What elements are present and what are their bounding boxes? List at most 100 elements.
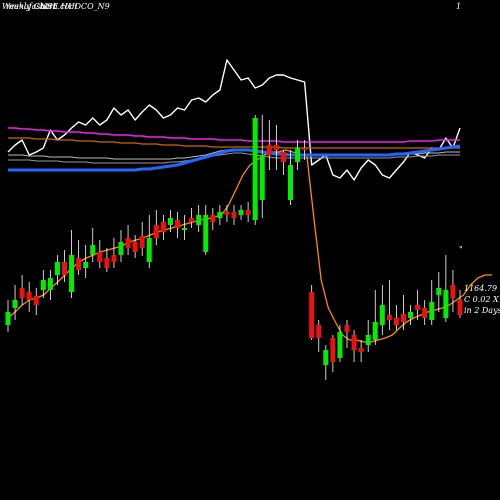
candle-body-down [309, 292, 315, 338]
candle [69, 230, 75, 298]
candle-body-down [316, 325, 322, 338]
candle [104, 248, 110, 272]
candle [280, 150, 286, 175]
candle-body-down [393, 318, 399, 325]
price-label: 1164.79 [464, 284, 497, 293]
candle-body-down [104, 258, 110, 268]
candle-body-up [288, 165, 293, 200]
candle [259, 115, 265, 218]
days-label: in 2 Days [464, 306, 500, 315]
candle [436, 272, 442, 312]
candle-body-up [40, 280, 46, 290]
candle [231, 205, 237, 225]
header-left-text-1: Weekly Chart [2, 2, 57, 11]
candle-body-down [76, 258, 82, 270]
candle [189, 208, 195, 228]
line-magenta [8, 127, 460, 143]
candle [302, 140, 308, 160]
candle-body-up [408, 312, 414, 318]
candle-body-down [415, 305, 421, 310]
candle [90, 228, 96, 262]
candle [62, 250, 67, 282]
candle-body-up [337, 332, 343, 358]
candle [365, 320, 371, 352]
candle-body-up [83, 262, 89, 268]
candle [33, 288, 39, 315]
candle [160, 215, 166, 240]
candle-body-down [175, 220, 180, 228]
candle [330, 335, 336, 372]
candle-body-down [210, 215, 216, 222]
candle [266, 120, 272, 170]
candle-body-up [5, 312, 11, 325]
candle [111, 238, 117, 268]
candle-body-down [358, 348, 364, 352]
candle [182, 215, 188, 240]
header-symbol: NSE HUDCO_N9 [39, 2, 110, 11]
line-darkorange [8, 137, 460, 149]
candle-body-down [266, 145, 272, 155]
candle-body-down [132, 242, 138, 252]
candle [323, 345, 329, 380]
candle-body-down [245, 210, 251, 215]
candle-body-down [273, 145, 279, 150]
candle-body-down [224, 212, 230, 215]
candle-body-down [351, 335, 357, 350]
candle-body-up [203, 215, 209, 252]
candles [5, 115, 463, 380]
candle-body-down [153, 225, 159, 238]
candle [153, 210, 159, 245]
candle-body-up [436, 288, 442, 295]
candle [245, 202, 251, 222]
candle [47, 270, 53, 300]
candle-body-down [344, 325, 350, 332]
candle-body-up [196, 215, 202, 225]
candle-body-down [125, 238, 131, 248]
candle-body-up [217, 212, 223, 218]
candle [415, 290, 421, 320]
annotation-marker: " [459, 245, 463, 254]
candle [97, 240, 103, 268]
candle-body-up [259, 155, 265, 200]
candle [76, 240, 82, 275]
candle [175, 212, 180, 238]
candle-body-down [160, 222, 166, 232]
candle-body-up [167, 218, 173, 225]
candle-body-up [47, 278, 53, 290]
candle [457, 290, 463, 318]
candle [203, 205, 209, 255]
candle [344, 320, 350, 348]
candle [40, 270, 46, 298]
candle [386, 280, 392, 330]
candle-body-down [280, 152, 286, 162]
candle [422, 300, 428, 325]
candle-body-down [231, 212, 237, 218]
candle-body-up [12, 300, 18, 308]
candle [12, 285, 18, 320]
candle-body-up [429, 302, 435, 320]
change-label: C 0.02 X [464, 295, 499, 304]
candle-body-down [422, 308, 428, 318]
candle [118, 230, 124, 262]
candle-body-down [139, 236, 145, 248]
candle [54, 255, 60, 285]
candle-body-up [372, 322, 378, 340]
candle [309, 285, 315, 340]
candle [125, 225, 131, 255]
candle [358, 340, 364, 362]
candle [19, 275, 25, 305]
candle [429, 280, 435, 325]
candle [295, 140, 301, 170]
candle-body-down [97, 252, 103, 262]
candle-body-up [90, 245, 96, 255]
candle-body-down [111, 255, 117, 262]
line-orange [7, 149, 492, 343]
candle-body-up [379, 305, 385, 325]
candle-body-down [302, 148, 308, 150]
candle [273, 125, 279, 170]
candle-body-up [69, 255, 75, 292]
candle [132, 235, 138, 258]
candle-body-down [386, 315, 392, 320]
